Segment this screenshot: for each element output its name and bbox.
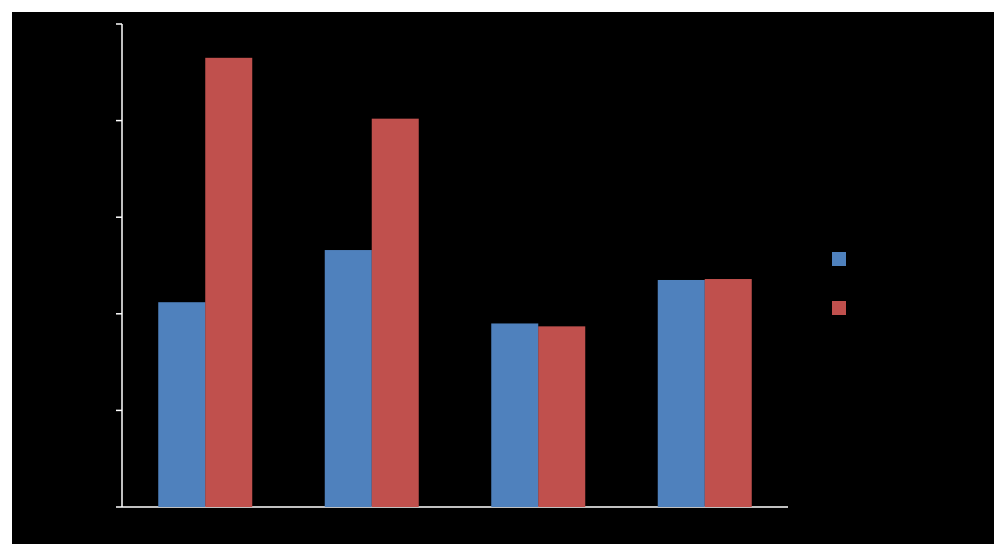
- data-label: bA: [716, 248, 741, 270]
- data-label: bA: [170, 271, 195, 293]
- legend-swatch-series-1: [832, 252, 846, 266]
- bar-series-1-cat-4: [657, 279, 705, 507]
- data-label: cA: [337, 219, 361, 241]
- data-label: bcA: [664, 249, 699, 271]
- bar-series-2-cat-3: [538, 326, 586, 507]
- bar-series-2-cat-2: [371, 118, 419, 507]
- bar-series-2-cat-4: [704, 279, 752, 507]
- data-label: aA: [550, 295, 575, 317]
- bar-series-2-cat-1: [205, 57, 253, 508]
- data-label: aA: [503, 292, 528, 314]
- data-label: dB: [217, 27, 241, 49]
- data-label: cB: [384, 88, 407, 110]
- bar-series-1-cat-1: [158, 302, 206, 507]
- bar-series-1-cat-3: [491, 323, 539, 507]
- bar-chart: bA dB cA cB aA aA bcA bA: [12, 12, 994, 544]
- bar-series-1-cat-2: [324, 250, 372, 507]
- legend-swatch-series-2: [832, 301, 846, 315]
- legend: [832, 252, 846, 315]
- data-labels: bA dB cA cB aA aA bcA bA: [170, 27, 742, 318]
- bars: [158, 57, 752, 508]
